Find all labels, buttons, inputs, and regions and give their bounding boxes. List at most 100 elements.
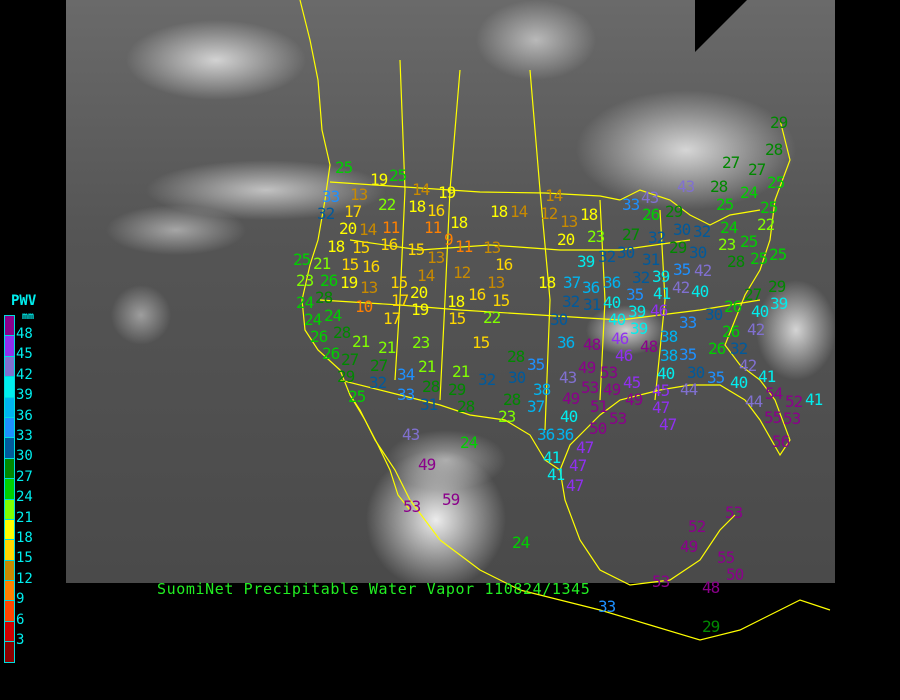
station-pwv-value: 24 <box>720 218 738 237</box>
station-pwv-value: 49 <box>562 389 580 408</box>
station-pwv-value: 36 <box>582 278 600 297</box>
great-lakes-border <box>619 189 761 226</box>
station-pwv-value: 32 <box>598 247 616 266</box>
station-pwv-value: 26 <box>310 327 328 346</box>
station-pwv-value: 29 <box>770 113 788 132</box>
station-pwv-value: 19 <box>438 183 456 202</box>
legend-swatch <box>4 580 15 601</box>
station-pwv-value: 19 <box>411 300 429 319</box>
station-pwv-value: 40 <box>751 302 769 321</box>
station-pwv-value: 35 <box>679 345 697 364</box>
station-pwv-value: 15 <box>341 255 359 274</box>
station-pwv-value: 39 <box>652 267 670 286</box>
station-pwv-value: 49 <box>578 358 596 377</box>
baja-coastline <box>349 394 411 511</box>
state-lines <box>599 199 606 401</box>
station-pwv-value: 27 <box>370 356 388 375</box>
station-pwv-value: 32 <box>478 370 496 389</box>
station-pwv-value: 28 <box>765 140 783 159</box>
station-pwv-value: 41 <box>543 448 561 467</box>
station-pwv-value: 53 <box>600 363 618 382</box>
station-pwv-value: 29 <box>337 367 355 386</box>
satellite-image <box>66 0 835 583</box>
legend-label: 48 <box>16 326 33 342</box>
color-legend <box>4 315 15 663</box>
west-coastline <box>299 0 441 541</box>
station-pwv-value: 17 <box>391 291 409 310</box>
gulf-coastline <box>559 384 746 586</box>
station-pwv-value: 36 <box>556 425 574 444</box>
legend-swatch <box>4 355 15 377</box>
legend-swatch <box>4 396 15 417</box>
station-pwv-value: 28 <box>507 347 525 366</box>
station-pwv-value: 20 <box>557 230 575 249</box>
station-pwv-value: 15 <box>472 333 490 352</box>
station-pwv-value: 55 <box>717 548 735 567</box>
mexico-south-coast <box>439 539 831 641</box>
station-pwv-value: 30 <box>687 363 705 382</box>
station-pwv-value: 25 <box>760 198 778 217</box>
station-pwv-value: 28 <box>457 397 475 416</box>
station-pwv-value: 25 <box>740 232 758 251</box>
station-pwv-value: 49 <box>603 380 621 399</box>
station-pwv-value: 47 <box>566 476 584 495</box>
station-pwv-value: 32 <box>693 222 711 241</box>
legend-label: 15 <box>16 550 33 567</box>
station-pwv-value: 26 <box>724 297 742 316</box>
station-pwv-value: 50 <box>589 419 607 438</box>
station-pwv-value: 30 <box>550 310 568 329</box>
station-pwv-value: 31 <box>642 250 660 269</box>
station-pwv-value: 28 <box>727 252 745 271</box>
station-pwv-value: 18 <box>327 237 345 256</box>
station-pwv-value: 47 <box>659 415 677 434</box>
station-pwv-value: 21 <box>378 338 396 357</box>
station-pwv-value: 23 <box>412 333 430 352</box>
station-pwv-value: 41 <box>758 367 776 386</box>
station-pwv-value: 19 <box>340 273 358 292</box>
station-pwv-value: 11 <box>424 218 442 237</box>
station-pwv-value: 43 <box>402 425 420 444</box>
station-pwv-value: 27 <box>744 285 762 304</box>
station-pwv-value: 26 <box>320 271 338 290</box>
station-pwv-value: 35 <box>527 355 545 374</box>
station-pwv-value: 54 <box>765 384 783 403</box>
station-pwv-value: 25 <box>750 249 768 268</box>
station-pwv-value: 48 <box>583 335 601 354</box>
state-lines <box>349 239 691 251</box>
station-pwv-value: 51 <box>590 397 608 416</box>
station-pwv-value: 40 <box>603 293 621 312</box>
station-pwv-value: 23 <box>296 271 314 290</box>
station-pwv-value: 35 <box>626 285 644 304</box>
station-pwv-value: 37 <box>563 273 581 292</box>
station-pwv-value: 13 <box>483 238 501 257</box>
station-pwv-value: 46 <box>615 346 633 365</box>
station-pwv-value: 21 <box>352 332 370 351</box>
station-pwv-value: 16 <box>362 257 380 276</box>
station-pwv-value: 13 <box>350 185 368 204</box>
station-pwv-value: 42 <box>747 320 765 339</box>
station-pwv-value: 16 <box>427 201 445 220</box>
station-pwv-value: 45 <box>623 373 641 392</box>
legend-label: 9 <box>16 591 25 608</box>
station-pwv-value: 16 <box>468 285 486 304</box>
station-pwv-value: 23 <box>498 407 516 426</box>
legend-label: 6 <box>16 611 25 628</box>
legend-label: 12 <box>16 570 33 587</box>
legend-swatch <box>4 315 15 336</box>
station-pwv-value: 14 <box>510 202 528 221</box>
station-pwv-value: 29 <box>702 617 720 636</box>
station-pwv-value: 29 <box>768 277 786 296</box>
station-pwv-value: 30 <box>673 220 691 239</box>
station-pwv-value: 53 <box>609 409 627 428</box>
station-pwv-value: 24 <box>324 306 342 325</box>
state-lines <box>394 59 406 381</box>
station-pwv-value: 31 <box>420 395 438 414</box>
station-pwv-value: 32 <box>369 373 387 392</box>
station-pwv-value: 13 <box>560 212 578 231</box>
station-pwv-value: 49 <box>418 455 436 474</box>
station-pwv-value: 22 <box>378 195 396 214</box>
station-pwv-value: 52 <box>688 517 706 536</box>
station-pwv-value: 36 <box>557 333 575 352</box>
station-pwv-value: 27 <box>341 350 359 369</box>
station-pwv-value: 24 <box>460 433 478 452</box>
